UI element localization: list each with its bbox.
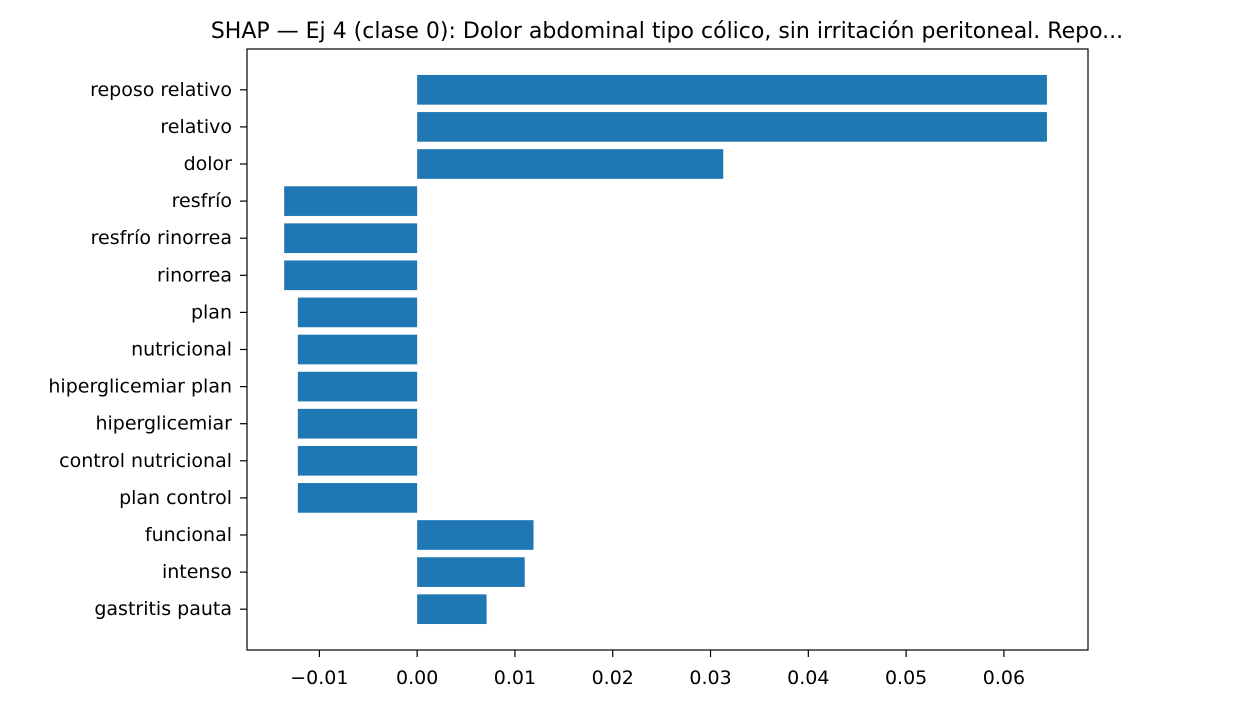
axes-frame	[246, 48, 1089, 651]
bar	[284, 223, 418, 254]
x-tick-label: 0.06	[983, 667, 1025, 689]
y-tick-label: hiperglicemiar	[95, 413, 232, 435]
x-tick-label: 0.03	[689, 667, 731, 689]
bar	[284, 260, 418, 291]
y-tick-label: control nutricional	[59, 450, 232, 472]
x-axis-ticks: −0.01 0.00 0.01 0.02 0.03 0.04 0.05 0.06	[290, 650, 1025, 689]
y-axis-ticks: reposo relativo relativo dolor resfrío resfr…	[48, 79, 247, 620]
bar	[297, 371, 418, 402]
y-tick-label: rinorrea	[157, 264, 232, 286]
bar	[297, 334, 418, 365]
y-tick-label: plan	[191, 301, 232, 323]
y-tick-label: relativo	[160, 116, 232, 138]
y-tick-label: resfrío	[172, 190, 232, 212]
bar	[417, 520, 534, 550]
bar	[297, 483, 418, 513]
chart-title: SHAP — Ej 4 (clase 0): Dolor abdominal t…	[211, 19, 1123, 44]
x-tick-label: 0.00	[396, 667, 438, 689]
bar	[417, 594, 487, 625]
x-tick-label: −0.01	[290, 667, 348, 689]
bar	[297, 408, 418, 439]
x-tick-label: 0.04	[787, 667, 829, 689]
x-tick-label: 0.01	[494, 667, 536, 689]
y-tick-label: funcional	[145, 524, 232, 546]
bar	[284, 186, 418, 216]
bars-group	[284, 74, 1047, 625]
bar	[297, 445, 418, 476]
y-tick-label: reposo relativo	[90, 79, 232, 101]
y-tick-label: hiperglicemiar plan	[48, 376, 232, 398]
x-tick-label: 0.05	[885, 667, 927, 689]
bar	[417, 74, 1047, 105]
y-tick-label: dolor	[184, 153, 233, 175]
y-tick-label: plan control	[119, 487, 232, 509]
y-tick-label: resfrío rinorrea	[91, 227, 232, 249]
bar	[417, 112, 1047, 142]
x-tick-label: 0.02	[592, 667, 634, 689]
y-tick-label: intenso	[162, 561, 232, 583]
y-tick-label: nutricional	[131, 339, 232, 361]
bar	[417, 557, 525, 587]
y-tick-label: gastritis pauta	[94, 598, 232, 620]
bar	[297, 297, 418, 328]
bar	[417, 149, 724, 179]
